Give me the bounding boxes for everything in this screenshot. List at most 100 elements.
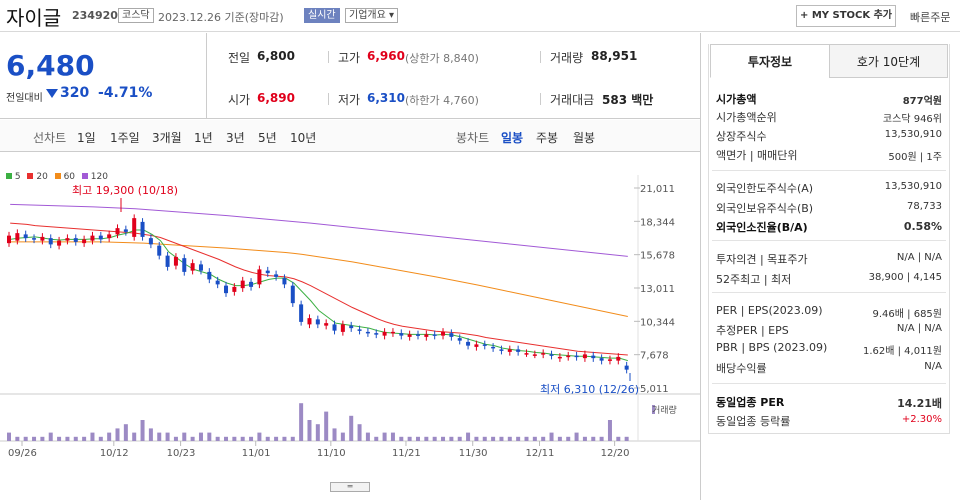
axis-labels: 21,011 18,344 15,678 13,011 10,344 7,678 5,011…	[8, 184, 675, 459]
ma5-line	[10, 229, 628, 362]
volume-bar	[482, 436, 487, 441]
candlestick	[90, 235, 95, 241]
candlestick	[432, 334, 437, 336]
volume-bar	[148, 428, 153, 441]
period-1w[interactable]: 1주일	[110, 131, 140, 145]
listed-shares-label: 상장주식수	[716, 130, 767, 143]
volume-bar	[265, 436, 270, 441]
change-percent: -4.71%	[98, 85, 153, 101]
period-1d[interactable]: 1일	[77, 131, 96, 145]
low-label: 저가	[338, 93, 361, 107]
est-per-label: 추정PER | EPS	[716, 324, 789, 337]
ma-legend: 5 20 60 120	[6, 172, 108, 182]
low-annotation: 최저 6,310 (12/26)	[540, 383, 639, 396]
volume-bar	[557, 436, 562, 441]
candlestick	[232, 286, 237, 292]
volume-bar	[57, 436, 62, 441]
volume-bar	[340, 432, 345, 441]
candlestick	[82, 239, 87, 244]
market-cap-rank-value: 코스닥 946위	[882, 114, 942, 125]
period-selector-bar: 선차트 1일 1주일 3개월 1년 3년 5년 10년 봉차트 일봉 주봉 월봉	[0, 120, 700, 152]
add-mystock-button[interactable]: + MY STOCK 추가	[796, 5, 896, 27]
y-tick-label: 18,344	[640, 217, 675, 228]
volume-bar	[599, 436, 604, 441]
period-1y[interactable]: 1년	[194, 131, 213, 145]
y-tick-label: 13,011	[640, 284, 675, 295]
industry-change-label: 동일업종 등락률	[716, 415, 791, 428]
divider	[712, 383, 946, 384]
panel-divider	[700, 33, 701, 500]
candlestick	[173, 256, 178, 266]
candle-monthly[interactable]: 월봉	[573, 131, 596, 145]
volume-bar	[566, 436, 571, 441]
candlestick	[282, 278, 287, 285]
candle-weekly[interactable]: 주봉	[536, 131, 559, 145]
volume-bar	[507, 436, 512, 441]
period-3m[interactable]: 3개월	[152, 131, 182, 145]
quick-order-link[interactable]: 빠른주문	[910, 11, 951, 24]
volume-bar	[132, 432, 137, 441]
company-overview-dropdown[interactable]: 기업개요 ▾	[345, 8, 398, 23]
ma20-line	[10, 222, 628, 356]
current-price-box	[0, 33, 207, 119]
candle-daily[interactable]: 일봉	[501, 131, 524, 145]
opinion-value: N/A | N/A	[896, 252, 942, 263]
candlestick	[399, 333, 404, 336]
volume-bar	[307, 420, 312, 441]
candlestick	[365, 331, 370, 334]
volume-bar	[232, 436, 237, 441]
line-chart-label: 선차트	[33, 131, 67, 145]
candlestick	[240, 280, 245, 289]
x-tick-label: 10/12	[100, 448, 129, 459]
volume-bar	[399, 436, 404, 441]
ma60-label: 60	[63, 172, 76, 182]
period-5y[interactable]: 5년	[258, 131, 277, 145]
dividend-value: N/A	[924, 361, 942, 372]
candlestick	[257, 269, 262, 285]
candlestick	[457, 338, 462, 341]
market-cap-rank-label: 시가총액순위	[716, 111, 777, 124]
high-value: 6,960	[367, 49, 405, 63]
volume-bar	[15, 436, 20, 441]
candlestick	[382, 331, 387, 336]
stock-name: 자이글	[6, 6, 62, 30]
candlestick	[265, 270, 270, 274]
volume-bar	[240, 436, 245, 441]
candlestick	[607, 359, 612, 361]
candlestick	[290, 285, 295, 304]
volume-bar	[607, 420, 612, 441]
candlestick	[123, 229, 128, 232]
realtime-badge[interactable]: 실시간	[304, 8, 340, 23]
x-tick-label: 11/10	[317, 448, 346, 459]
ma20-label: 20	[36, 172, 48, 182]
current-price: 6,480	[6, 49, 95, 82]
ma5-swatch	[6, 173, 12, 179]
volume-bar	[48, 432, 53, 441]
volume-bar	[140, 420, 145, 441]
chart-scroll-handle[interactable]: ═	[330, 482, 370, 492]
volume-bar	[390, 432, 395, 441]
divider	[712, 170, 946, 171]
period-10y[interactable]: 10년	[290, 131, 317, 145]
high-label: 고가	[338, 51, 361, 65]
x-tick-label: 09/26	[8, 448, 37, 459]
foreign-limit-label: 외국인한도주식수(A)	[716, 182, 814, 195]
ma5-label: 5	[14, 172, 21, 182]
candlestick	[349, 325, 354, 329]
tab-orderbook-10[interactable]: 호가 10단계	[829, 44, 948, 78]
candlestick	[491, 346, 496, 349]
period-3y[interactable]: 3년	[226, 131, 245, 145]
market-cap-label: 시가총액	[716, 93, 757, 106]
candlestick	[274, 274, 279, 277]
price-chart[interactable]: 21,011 18,344 15,678 13,011 10,344 7,678 5,011…	[0, 0, 700, 500]
candlestick	[148, 238, 153, 245]
x-tick-label: 11/21	[392, 448, 421, 459]
volume-bar	[73, 436, 78, 441]
candlestick	[566, 355, 571, 358]
base-date: 2023.12.26 기준(장마감)	[158, 11, 284, 24]
volume-bar	[516, 436, 521, 441]
candlestick	[441, 331, 446, 336]
candlestick	[307, 318, 312, 325]
volume-bar	[249, 436, 254, 441]
divider	[540, 93, 541, 105]
